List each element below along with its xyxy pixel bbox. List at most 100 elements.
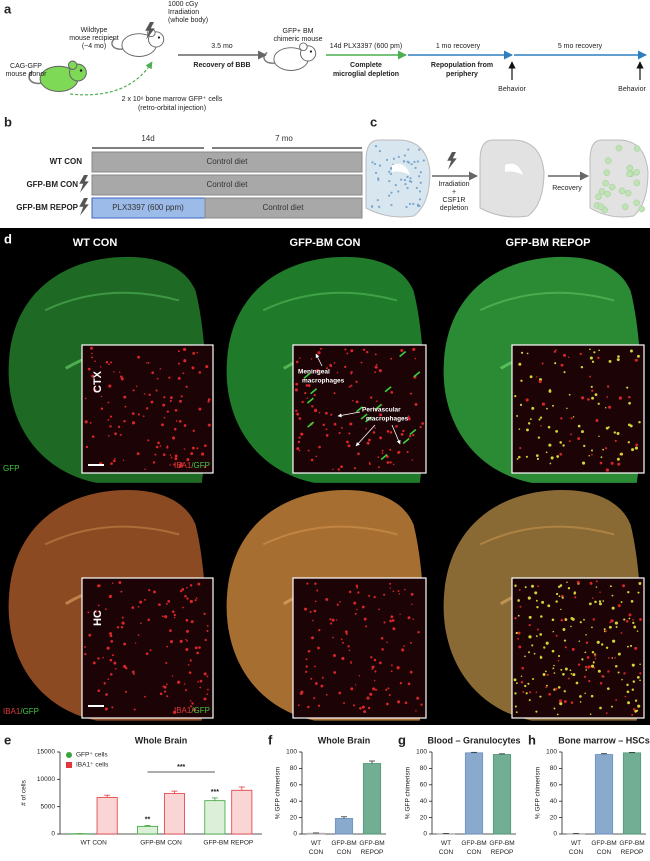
cell-signal <box>599 682 603 685</box>
gfp-streak <box>402 437 410 445</box>
cell-signal <box>131 606 135 609</box>
cell-signal <box>585 633 587 636</box>
cell-signal <box>616 432 620 436</box>
cell-signal <box>190 452 194 456</box>
cell-signal <box>572 416 575 418</box>
cell-signal <box>122 459 125 462</box>
cell-signal <box>587 398 590 401</box>
cell-signal <box>543 646 546 649</box>
cell-signal <box>403 645 405 648</box>
cell-signal <box>346 352 349 355</box>
cell-signal <box>537 436 541 439</box>
cell-signal <box>348 385 351 388</box>
cell-signal <box>350 687 354 691</box>
y-tick-label: 40 <box>550 798 558 805</box>
microglia-dot <box>406 175 409 178</box>
cell-signal <box>203 612 206 615</box>
gfp-streak <box>310 388 318 395</box>
cell-signal <box>634 446 638 450</box>
label: Irradiation <box>168 9 199 16</box>
label: Complete <box>350 62 382 69</box>
cell-signal <box>533 652 536 655</box>
gfp-streak <box>384 386 392 393</box>
cell-signal <box>638 582 642 585</box>
brain-structure <box>44 291 180 312</box>
cell-signal <box>189 659 192 662</box>
cell-signal <box>204 444 207 448</box>
cell-signal <box>182 372 185 375</box>
cell-signal <box>563 639 567 642</box>
cell-signal <box>595 580 598 583</box>
cell-signal <box>586 656 590 659</box>
repopulated-cell <box>626 170 633 178</box>
cell-signal <box>412 433 415 437</box>
repopulated-cell <box>626 164 634 172</box>
cell-signal <box>92 661 96 665</box>
cell-signal <box>563 371 566 374</box>
cell-signal <box>537 585 540 588</box>
cell-signal <box>357 591 360 594</box>
cell-signal <box>104 608 107 611</box>
cell-signal <box>514 395 517 398</box>
cell-signal <box>344 365 347 369</box>
cell-signal <box>321 676 324 679</box>
microglia-dot <box>409 177 412 180</box>
cell-signal <box>547 604 551 608</box>
cell-signal <box>637 704 641 708</box>
cell-signal <box>169 464 171 466</box>
cell-signal <box>381 648 384 651</box>
cell-signal <box>515 631 518 635</box>
label: (~4 mo) <box>82 43 106 50</box>
cell-signal <box>589 356 593 360</box>
cell-signal <box>91 374 95 378</box>
cell-signal <box>117 425 121 429</box>
cell-signal <box>153 590 156 594</box>
cell-signal <box>602 600 605 602</box>
cell-signal <box>147 362 150 364</box>
gfp-streak <box>365 416 373 423</box>
cell-signal <box>403 588 406 591</box>
cell-signal <box>185 385 188 388</box>
cell-signal <box>100 395 103 398</box>
cell-signal <box>190 705 193 708</box>
cell-signal <box>584 665 588 669</box>
microglia-dot <box>418 198 422 201</box>
cell-signal <box>295 360 299 364</box>
cell-signal <box>392 463 395 466</box>
cell-signal <box>113 371 115 373</box>
gfp-streak <box>360 413 368 420</box>
cell-signal <box>407 417 411 421</box>
x-tick-label: WT CON <box>309 840 324 856</box>
annotation-arrow <box>355 424 376 447</box>
cell-signal <box>179 639 183 643</box>
brain-structure <box>479 525 615 546</box>
cell-signal <box>561 596 564 599</box>
cell-signal <box>123 395 127 399</box>
cell-signal <box>557 686 561 689</box>
bar <box>594 754 614 835</box>
bar <box>163 793 185 835</box>
cell-signal <box>528 635 532 639</box>
microglia-dot <box>418 190 422 193</box>
cell-signal <box>602 448 605 451</box>
cell-signal <box>368 463 371 466</box>
cell-signal <box>171 675 174 677</box>
cell-signal <box>624 695 627 698</box>
cell-signal <box>337 468 340 471</box>
cell-signal <box>135 385 138 388</box>
cell-signal <box>296 447 300 451</box>
cell-signal <box>591 626 593 629</box>
cell-signal <box>593 351 596 354</box>
brain-section <box>365 139 431 218</box>
cell-signal <box>593 667 596 669</box>
cell-signal <box>330 413 333 416</box>
cell-signal <box>134 642 137 644</box>
cell-signal <box>377 456 380 458</box>
cell-signal <box>598 435 600 438</box>
annotation: Perivascular <box>362 407 401 414</box>
cell-signal <box>333 671 337 674</box>
panel-label: h <box>528 732 536 747</box>
cell-signal <box>120 626 124 629</box>
label: (retro-orbital injection) <box>138 105 206 112</box>
cell-signal <box>562 672 565 676</box>
